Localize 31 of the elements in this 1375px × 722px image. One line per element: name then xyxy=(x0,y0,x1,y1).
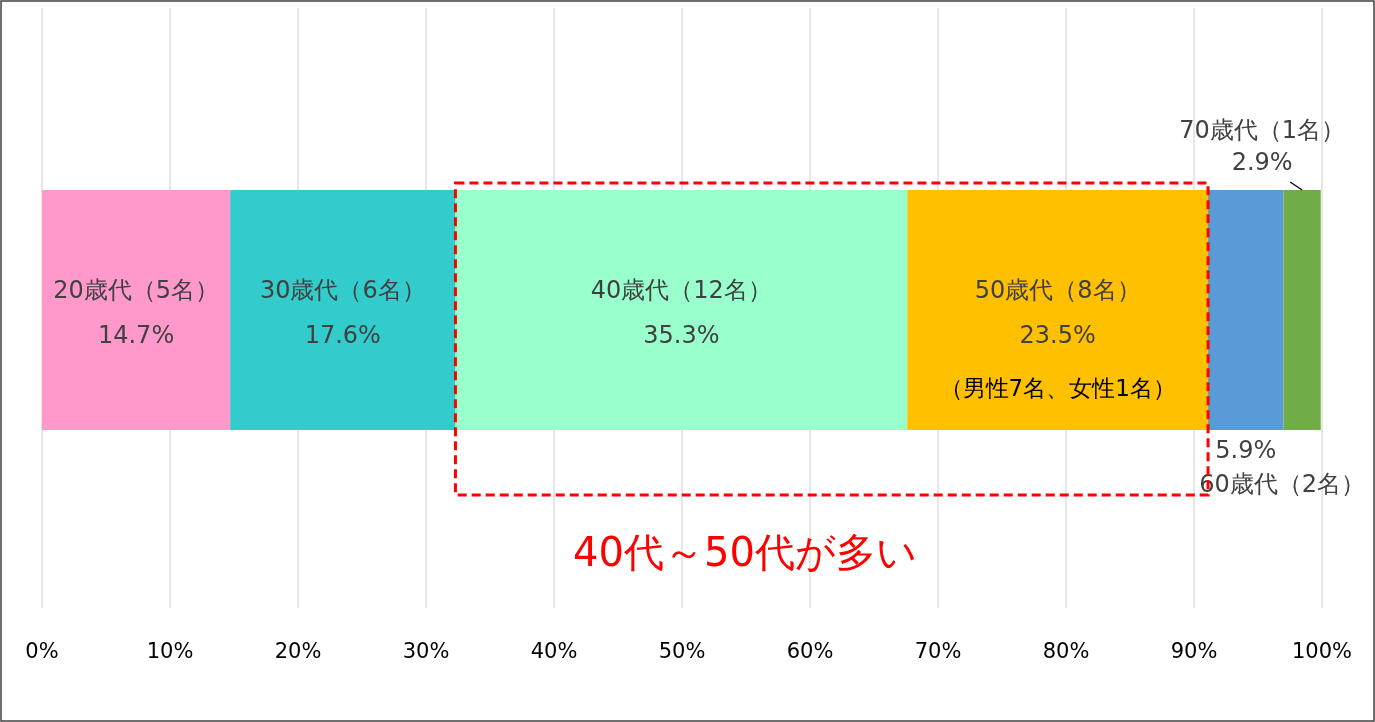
series-label: 30歳代（6名） xyxy=(259,276,426,304)
data-label: 2.9% xyxy=(1231,148,1293,176)
data-label: 17.6% xyxy=(304,321,381,349)
bar xyxy=(42,190,231,430)
x-tick-label: 80% xyxy=(1042,639,1090,663)
bar xyxy=(230,190,456,430)
series-label: 60歳代（2名） xyxy=(1199,470,1365,498)
bar xyxy=(1208,190,1284,430)
x-tick-label: 70% xyxy=(914,639,962,663)
x-tick-label: 40% xyxy=(530,639,578,663)
series-label: 50歳代（8名） xyxy=(974,276,1141,304)
x-tick-label: 100% xyxy=(1291,639,1353,663)
x-tick-label: 30% xyxy=(402,639,450,663)
text: 70歳代（1名） xyxy=(1179,116,1346,144)
data-label: 35.3% xyxy=(643,321,720,349)
annotation: （男性7名、女性1名） xyxy=(939,375,1176,401)
series-label: 20歳代（5名） xyxy=(53,276,219,304)
x-tick-label: 20% xyxy=(274,639,322,663)
bar xyxy=(1283,190,1321,430)
series-label: 40歳代（12名） xyxy=(590,276,772,304)
x-tick-label: 50% xyxy=(658,639,706,663)
data-label: 5.9% xyxy=(1215,436,1277,464)
bar xyxy=(907,190,1209,430)
data-label: 14.7% xyxy=(97,321,175,349)
data-label: 23.5% xyxy=(1019,321,1096,349)
x-tick-label: 90% xyxy=(1170,639,1218,663)
x-tick-label: 0% xyxy=(25,639,59,663)
bar xyxy=(455,190,908,430)
x-tick-label: 60% xyxy=(786,639,834,663)
annotation: 40代～50代が多い xyxy=(573,529,917,575)
x-tick-label: 10% xyxy=(146,639,194,663)
